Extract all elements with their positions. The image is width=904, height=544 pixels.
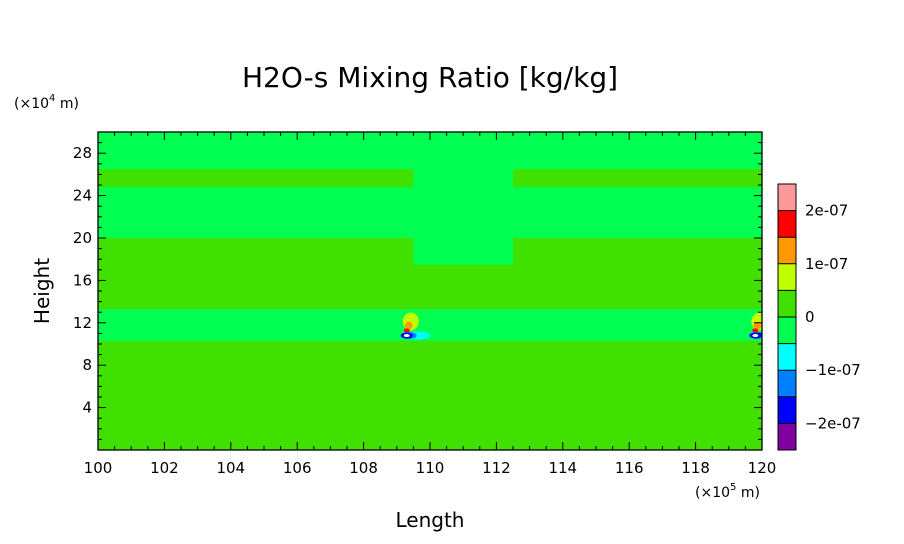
- x-tick-label: 100: [84, 459, 113, 477]
- colorbar-tick-label: 2e-07: [805, 202, 848, 220]
- x-unit-label: (×105 m): [695, 482, 760, 501]
- x-tick-label: 106: [283, 459, 312, 477]
- feature-min: [403, 334, 410, 338]
- colorbar-tick-label: −2e-07: [805, 414, 861, 432]
- feature-max: [403, 328, 410, 333]
- chart-title: H2O-s Mixing Ratio [kg/kg]: [242, 61, 618, 94]
- colorbar-tick-label: 1e-07: [805, 255, 848, 273]
- y-tick-label: 28: [73, 144, 92, 162]
- contour-feature: [400, 312, 431, 340]
- y-axis-title: Height: [30, 258, 54, 324]
- x-tick-label: 112: [482, 459, 511, 477]
- y-unit-label: (×104 m): [14, 93, 79, 112]
- x-tick-label: 118: [681, 459, 710, 477]
- colorbar-swatch: [778, 290, 796, 317]
- x-tick-label: 120: [748, 459, 777, 477]
- contour-regions: [98, 132, 762, 341]
- x-tick-label: 102: [150, 459, 179, 477]
- colorbar-swatch: [778, 237, 796, 264]
- plot-area: [98, 132, 762, 450]
- y-tick-label: 8: [82, 356, 92, 374]
- contour-region: [413, 132, 513, 265]
- feature-positive-core: [404, 321, 413, 330]
- x-unit-suffix: m): [736, 485, 760, 501]
- y-tick-label: 16: [73, 271, 92, 289]
- x-unit-prefix: (×10: [695, 485, 730, 501]
- colorbar-tick-label: 0: [805, 308, 815, 326]
- y-unit-exponent: 4: [49, 93, 55, 104]
- x-tick-label: 114: [548, 459, 577, 477]
- colorbar: 2e-07 1e-07 0 −1e-07 −2e-07: [777, 183, 861, 451]
- contour-features: [400, 312, 762, 340]
- colorbar-swatch: [778, 396, 796, 424]
- y-tick-label: 24: [73, 187, 92, 205]
- x-tick-label: 104: [216, 459, 245, 477]
- colorbar-swatch: [778, 263, 796, 291]
- x-tick-label: 108: [349, 459, 378, 477]
- colorbar-swatch: [778, 423, 796, 450]
- x-tick-label: 110: [416, 459, 445, 477]
- feature-min: [752, 334, 759, 338]
- x-axis: 100 102 104 106 108 110 112 114 116 118 120: [84, 132, 777, 477]
- y-tick-label: 20: [73, 229, 92, 247]
- y-tick-label: 12: [73, 314, 92, 332]
- x-axis-title: Length: [396, 508, 465, 532]
- y-unit-suffix: m): [55, 96, 79, 112]
- x-unit-exponent: 5: [730, 482, 736, 493]
- colorbar-swatch: [778, 184, 796, 211]
- colorbar-tick-label: −1e-07: [805, 361, 861, 379]
- y-unit-prefix: (×10: [14, 96, 49, 112]
- colorbar-swatch: [778, 343, 796, 371]
- colorbar-swatch: [778, 370, 796, 397]
- feature-positive-core: [753, 321, 762, 330]
- contour-feature: [749, 312, 762, 340]
- x-tick-label: 116: [615, 459, 644, 477]
- y-tick-label: 4: [82, 399, 92, 417]
- y-axis: 4 8 12 16 20 24 28: [73, 131, 762, 451]
- colorbar-swatch: [778, 317, 796, 344]
- feature-max: [752, 328, 759, 333]
- colorbar-swatch: [778, 210, 796, 238]
